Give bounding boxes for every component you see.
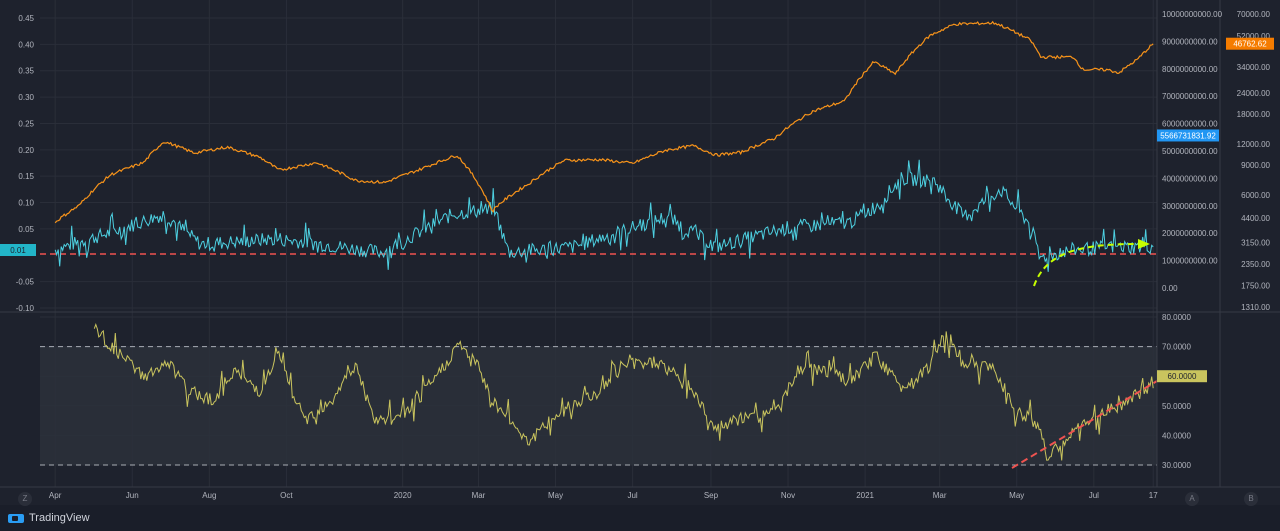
left-value-tag [0, 244, 36, 256]
left-axis-label: 0.25 [18, 119, 34, 128]
price-axis-label: 24000.00 [1237, 89, 1271, 98]
time-axis-label: May [1009, 491, 1024, 500]
price-axis-label: 18000.00 [1237, 110, 1271, 119]
time-axis-label: Sep [704, 491, 719, 500]
volume-axis-label: 10000000000.00 [1162, 10, 1223, 19]
oscillator-axis-label: 80.0000 [1162, 313, 1191, 322]
volume-axis-label: 2000000000.00 [1162, 229, 1218, 238]
rsi-levels [40, 346, 1157, 466]
price-axis-label: 1750.00 [1241, 282, 1270, 291]
oscillator-value-tag [1157, 370, 1207, 383]
axes: Apr Jun Aug Oct 2020 Mar May Jul Sep Nov 2021 Mar Ma… [0, 0, 1280, 500]
oscillator-line [93, 322, 1154, 461]
zoom-reset-button[interactable]: Z [18, 492, 32, 506]
brand-name: TradingView [29, 512, 90, 524]
left-axis-label: -0.05 [16, 278, 35, 287]
price-line [54, 20, 1154, 224]
oscillator-trendline [1011, 377, 1163, 469]
oscillator-value-tag-text: 60.0000 [1168, 372, 1197, 381]
price-scale-button[interactable]: B [1244, 492, 1258, 506]
left-axis-label: 0.30 [18, 93, 34, 102]
last-price-tag-text: 46762.62 [1233, 40, 1267, 49]
time-axis-label: Jun [126, 491, 139, 500]
last-volume-tag [1157, 129, 1219, 142]
time-axis-label: 2021 [856, 491, 874, 500]
annotations [1011, 239, 1163, 469]
volume-axis-label: 8000000000.00 [1162, 65, 1218, 74]
price-axis-label: 34000.00 [1237, 63, 1271, 72]
volume-axis-label: 7000000000.00 [1162, 92, 1218, 101]
time-axis-label: Nov [781, 491, 795, 500]
oscillator-axis-label: 40.0000 [1162, 431, 1191, 440]
left-axis-label: 0.10 [18, 199, 34, 208]
volume-axis-label: 4000000000.00 [1162, 174, 1218, 183]
oscillator-axis-label: 30.0000 [1162, 461, 1191, 470]
price-axis-label: 12000.00 [1237, 140, 1271, 149]
footer-bar [0, 505, 1280, 531]
series-layer [54, 20, 1154, 461]
price-axis-label: 70000.00 [1237, 10, 1271, 19]
left-axis-label: 0.35 [18, 67, 34, 76]
oscillator-axis-label: 70.0000 [1162, 343, 1191, 352]
volume-axis-label: 6000000000.00 [1162, 120, 1218, 129]
volume-axis-label: 3000000000.00 [1162, 202, 1218, 211]
volume-axis-label: 0.00 [1162, 284, 1178, 293]
price-axis-label: 1310.00 [1241, 303, 1270, 312]
time-axis-label: Aug [202, 491, 216, 500]
auto-scale-button[interactable]: A [1185, 492, 1199, 506]
time-axis-label: May [548, 491, 563, 500]
price-tags: 0.01 46762.62 5566731831.92 60.0000 [0, 37, 1274, 383]
last-price-tag [1226, 37, 1274, 50]
price-axis-label: 4400.00 [1241, 214, 1270, 223]
left-axis-label: 0.05 [18, 225, 34, 234]
last-volume-tag-text: 5566731831.92 [1160, 131, 1216, 140]
tradingview-logo[interactable]: TradingView [8, 512, 90, 524]
time-axis-label: Jul [627, 491, 637, 500]
price-axis-label: 52000.00 [1237, 32, 1271, 41]
time-axis-label: Apr [49, 491, 62, 500]
left-axis-label: 0.45 [18, 14, 34, 23]
chart-area[interactable]: Apr Jun Aug Oct 2020 Mar May Jul Sep Nov 2021 Mar Ma… [0, 0, 1280, 505]
volume-trend-arrow [1033, 243, 1139, 287]
left-axis-label: 0.40 [18, 40, 34, 49]
time-axis-label: Mar [472, 491, 486, 500]
volume-trend-arrowhead [1138, 239, 1150, 249]
time-axis-label: Oct [280, 491, 293, 500]
time-axis-label: 17 [1149, 491, 1158, 500]
volume-axis-label: 1000000000.00 [1162, 257, 1218, 266]
rsi-band [40, 346, 1157, 465]
volume-axis-label: 9000000000.00 [1162, 37, 1218, 46]
time-axis-label: Jul [1089, 491, 1099, 500]
oscillator-axis-label: 50.0000 [1162, 402, 1191, 411]
left-value-tag-text: 0.01 [10, 246, 26, 255]
time-axis-label: Mar [933, 491, 947, 500]
left-axis-label: 0.15 [18, 172, 34, 181]
price-axis-label: 3150.00 [1241, 238, 1270, 247]
time-axis-label: 2020 [394, 491, 412, 500]
price-axis-label: 6000.00 [1241, 191, 1270, 200]
left-axis-label: -0.10 [16, 304, 35, 313]
volume-line [54, 159, 1154, 272]
left-axis-label: 0.20 [18, 146, 34, 155]
tradingview-logo-icon [8, 513, 24, 523]
volume-axis-label: 5000000000.00 [1162, 147, 1218, 156]
price-axis-label: 2350.00 [1241, 260, 1270, 269]
price-axis-label: 9000.00 [1241, 161, 1270, 170]
